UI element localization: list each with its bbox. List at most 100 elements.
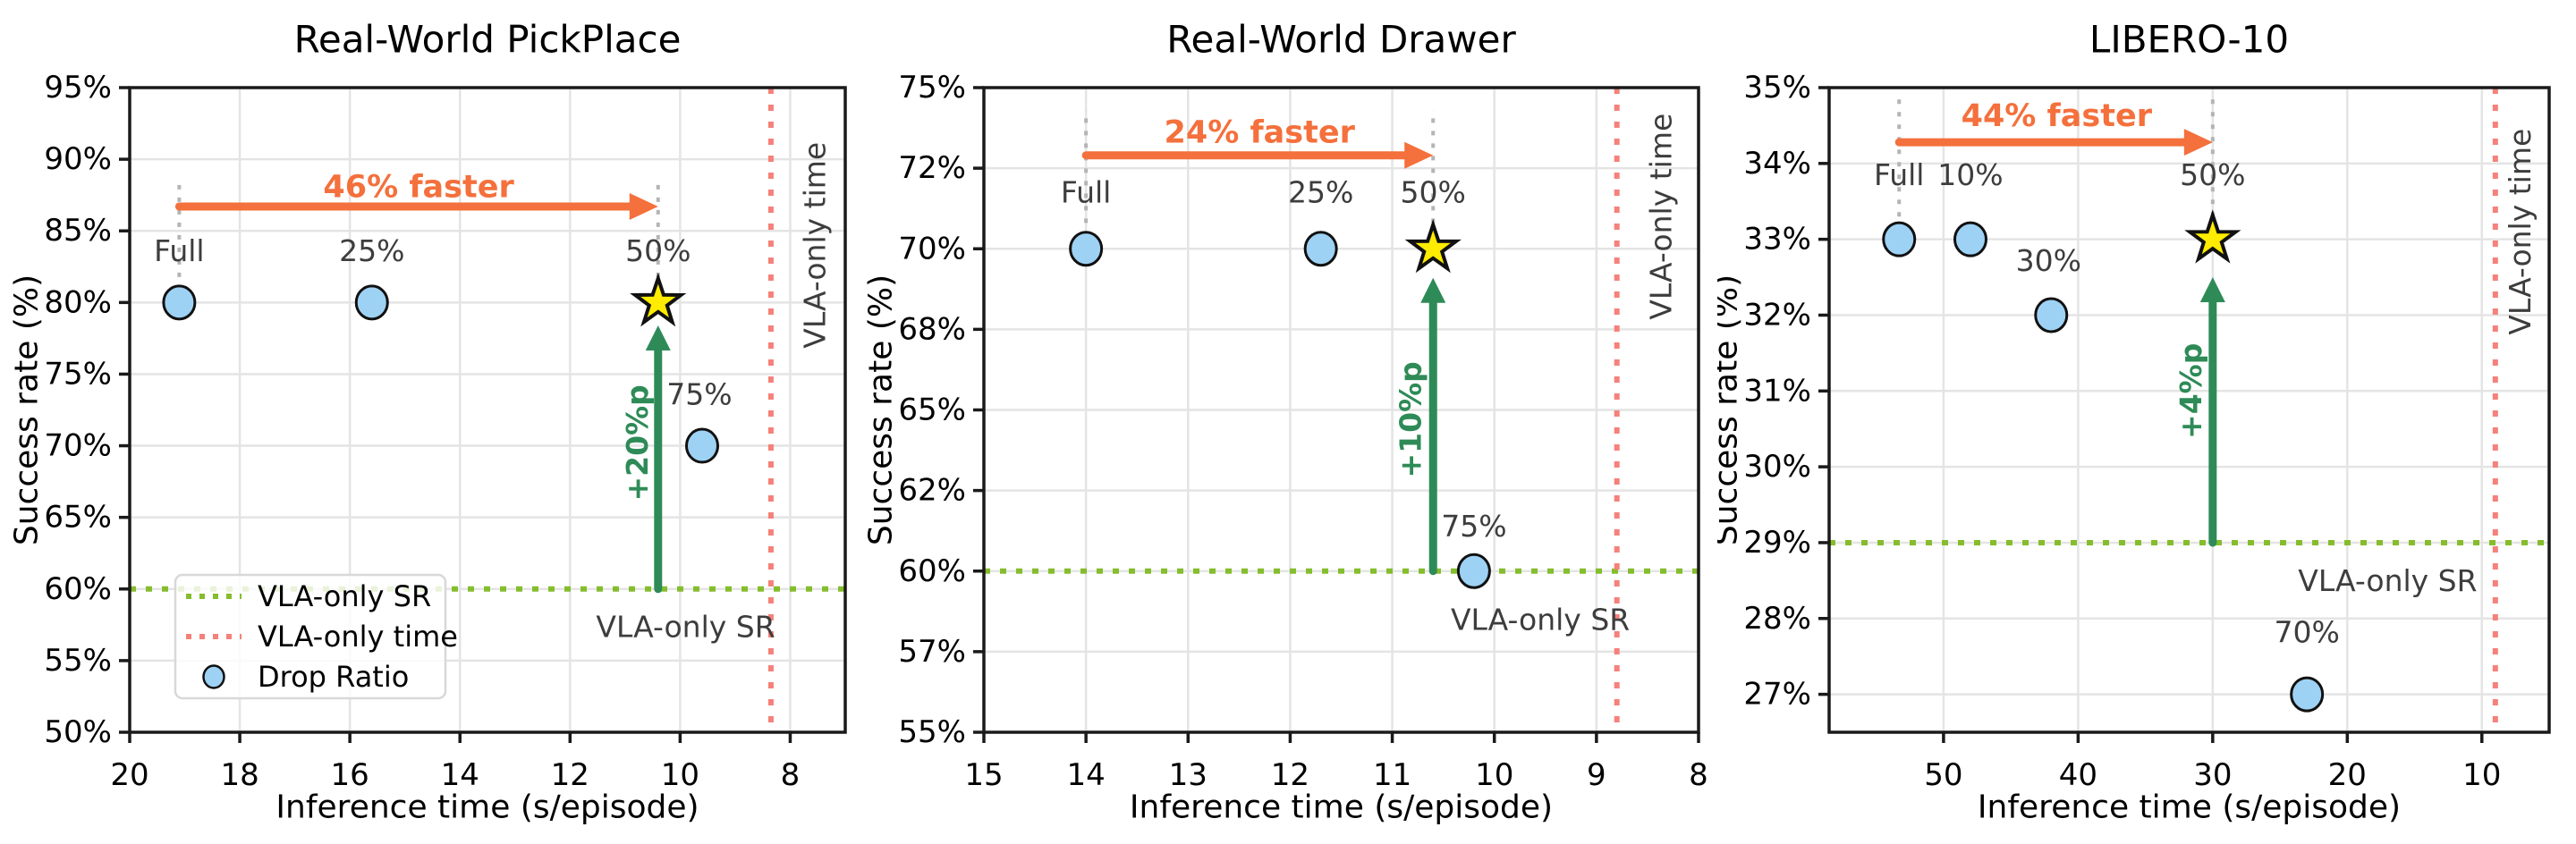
star-marker — [1404, 218, 1462, 274]
x-tick-label: 12 — [551, 757, 589, 793]
x-axis-label: Inference time (s/episode) — [1130, 789, 1553, 826]
data-point-marker — [1882, 221, 1917, 257]
y-tick-label: 29% — [1743, 525, 1811, 561]
x-tick-label: 16 — [331, 757, 369, 793]
x-tick-label: 10 — [2462, 757, 2501, 793]
y-axis-label: Success rate (%) — [863, 274, 900, 545]
gain-arrow — [1420, 277, 1446, 576]
x-tick-label: 8 — [1689, 757, 1708, 793]
y-tick-label: 70% — [44, 428, 112, 464]
chart-title: LIBERO-10 — [2089, 18, 2289, 62]
data-points — [162, 284, 719, 464]
y-tick-label: 75% — [44, 356, 112, 392]
point-labels: Full 25% 75% 50% — [154, 233, 732, 411]
vla-only-sr-annotation: VLA-only SR — [596, 610, 775, 645]
vla-only-time-annotation: VLA-only time — [798, 142, 833, 349]
y-tick-label: 95% — [44, 70, 112, 106]
data-point-marker — [1303, 231, 1338, 267]
x-tick-label: 15 — [964, 757, 1003, 793]
axis-ticks: 15 14 13 12 11 10 9 8 55% 57% 60% 62% 65% 68% 70% 72% 75… — [898, 70, 1707, 793]
guide-lines — [1897, 95, 2215, 217]
axes-box — [128, 86, 847, 734]
data-points — [1882, 221, 2325, 713]
x-tick-label: 10 — [661, 757, 699, 793]
svg-text:25%: 25% — [1288, 175, 1353, 210]
gain-arrow-label: +10%p — [1394, 361, 1428, 477]
y-tick-label: 80% — [44, 284, 112, 320]
point-labels: Full 10% 30% 70% 50% — [1874, 157, 2340, 649]
svg-text:70%: 70% — [2274, 615, 2339, 650]
guide-lines — [177, 183, 660, 290]
svg-text:50%: 50% — [2180, 157, 2245, 192]
data-point-marker — [1069, 231, 1104, 267]
y-tick-label: 65% — [898, 392, 966, 428]
y-axis-label: Success rate (%) — [9, 274, 46, 545]
panel-background — [0, 0, 859, 840]
chart-libero-10: 44% faster +4%p Full 10% 30% 70% 50% VLA-only S… — [1708, 0, 2576, 840]
gain-arrow — [645, 325, 671, 594]
legend-marker-drop-ratio-icon — [202, 664, 225, 689]
speedup-arrow-label: 46% faster — [323, 169, 514, 205]
svg-text:Full: Full — [1874, 157, 1924, 192]
data-point-marker — [1953, 221, 1987, 257]
svg-text:50%: 50% — [1401, 175, 1466, 210]
axis-ticks: 50 40 30 20 10 27% 28% 29% 30% 31% 32% 33% 34% 35% — [1743, 70, 2501, 793]
data-point-marker — [2034, 297, 2069, 333]
x-tick-label: 30 — [2193, 757, 2232, 793]
x-tick-label: 20 — [2328, 757, 2367, 793]
x-tick-label: 10 — [1475, 757, 1513, 793]
star-marker — [630, 272, 687, 327]
vla-only-time-annotation: VLA-only time — [1643, 114, 1678, 320]
chart-title: Real-World PickPlace — [294, 18, 682, 62]
y-tick-label: 60% — [898, 553, 966, 589]
vla-only-time-annotation: VLA-only time — [2503, 129, 2538, 335]
speedup-arrow — [1081, 141, 1434, 169]
y-tick-label: 55% — [44, 643, 112, 679]
y-tick-label: 70% — [898, 231, 966, 266]
y-tick-label: 60% — [44, 571, 112, 607]
speedup-arrow — [1894, 129, 2213, 156]
y-tick-label: 90% — [44, 141, 112, 177]
x-tick-label: 11 — [1373, 757, 1411, 793]
svg-text:Full: Full — [154, 233, 204, 268]
y-tick-label: 65% — [44, 500, 112, 536]
gain-arrow-label: +20%p — [620, 384, 655, 501]
y-tick-label: 35% — [1743, 70, 1811, 106]
chart-panel-real-world-drawer: 24% faster +10%p Full 25% 75% 50% VLA-only SR V… — [859, 0, 1717, 840]
x-tick-label: 50 — [1924, 757, 1962, 793]
y-tick-label: 57% — [898, 634, 966, 670]
x-tick-label: 18 — [220, 757, 258, 793]
svg-text:10%: 10% — [1937, 157, 2003, 192]
svg-text:50%: 50% — [625, 233, 691, 268]
chart-panel-libero-10: 44% faster +4%p Full 10% 30% 70% 50% VLA-only S… — [1708, 0, 2576, 840]
x-tick-label: 20 — [110, 757, 148, 793]
y-tick-label: 50% — [44, 714, 112, 750]
panel-background — [859, 0, 1717, 840]
x-tick-label: 12 — [1271, 757, 1309, 793]
x-tick-label: 14 — [441, 757, 479, 793]
svg-text:30%: 30% — [2016, 243, 2081, 278]
y-tick-label: 28% — [1743, 601, 1811, 637]
y-tick-label: 85% — [44, 213, 112, 249]
x-tick-label: 8 — [781, 757, 801, 793]
y-tick-label: 27% — [1743, 677, 1811, 713]
x-tick-label: 9 — [1587, 757, 1606, 793]
data-point-marker — [354, 284, 389, 321]
x-tick-label: 13 — [1169, 757, 1208, 793]
data-point-marker — [162, 284, 197, 321]
y-axis-label: Success rate (%) — [1717, 274, 1745, 545]
y-tick-label: 32% — [1743, 297, 1811, 333]
chart-title: Real-World Drawer — [1166, 18, 1516, 62]
svg-text:25%: 25% — [339, 233, 404, 268]
y-tick-label: 75% — [898, 70, 966, 106]
axes-box — [1827, 86, 2551, 734]
speedup-arrow — [174, 192, 658, 220]
speedup-arrow-label: 24% faster — [1164, 114, 1355, 150]
legend-item-label: VLA-only time — [258, 620, 458, 654]
svg-text:75%: 75% — [1441, 509, 1506, 544]
y-tick-label: 68% — [898, 311, 966, 347]
legend-box — [174, 573, 447, 700]
point-labels: Full 25% 75% 50% — [1061, 175, 1507, 544]
svg-text:75%: 75% — [666, 376, 732, 411]
